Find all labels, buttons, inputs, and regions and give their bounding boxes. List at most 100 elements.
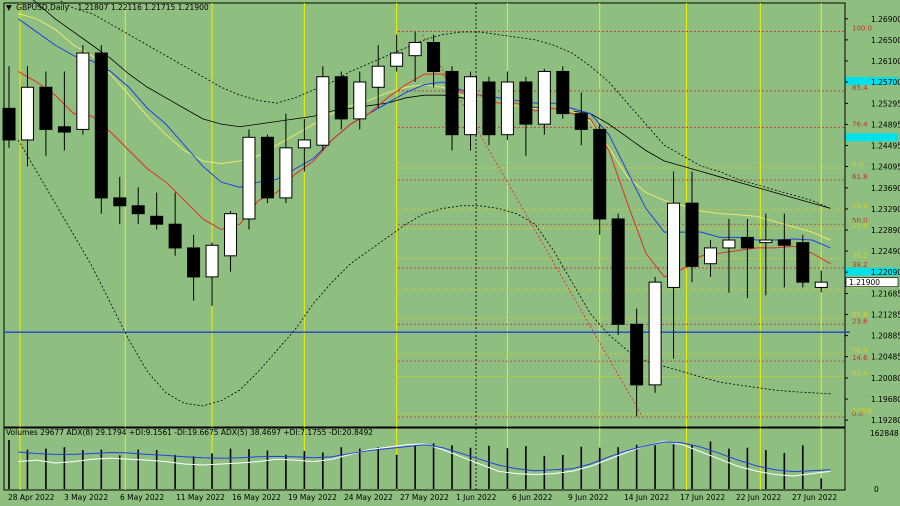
y-tick-label: 1.22490 (871, 247, 900, 256)
candle-body (593, 128, 607, 220)
current-price-label: 1.21900 (849, 278, 880, 287)
indicator-pane (3, 427, 846, 491)
candle-body (648, 281, 662, 386)
price-pane-frame (3, 2, 846, 428)
candle (187, 234, 201, 301)
y-tick-label: 1.24495 (871, 141, 900, 150)
candle-body (611, 218, 625, 325)
candle-body (57, 126, 71, 133)
candle-body (242, 136, 256, 220)
candle (482, 76, 496, 146)
candle-body (353, 81, 367, 120)
candle-body (814, 281, 828, 288)
candle-body (667, 202, 681, 288)
candle-body (703, 247, 717, 265)
x-tick-label: 9 Jun 2022 (568, 493, 609, 502)
y-tick-label: 1.25295 (871, 99, 900, 108)
fib-level-label: 76.4 (852, 120, 868, 128)
x-tick-label: 11 May 2022 (176, 493, 225, 502)
candle (168, 192, 182, 256)
indicator-pane-frame (3, 427, 846, 491)
candle (500, 71, 514, 140)
fib-level-label: 85.4 (852, 84, 868, 92)
price-pane: 100.085.476.461.850.038.223.614.60.00.01… (2, 0, 900, 428)
x-tick-label: 14 Jun 2022 (624, 493, 669, 502)
candle (316, 66, 330, 151)
candle-body (408, 42, 422, 57)
indicator-max-label: 162848 (870, 429, 899, 438)
y-tick-label: 1.19680 (871, 395, 900, 404)
fib-level-label: 14.6 (852, 354, 868, 362)
candle-body (316, 76, 330, 146)
candle-body (168, 223, 182, 249)
y-tick-label: 1.24895 (871, 120, 900, 129)
candle (353, 71, 367, 130)
price-marker (846, 267, 898, 276)
symbol-label: GBPUSD,Daily (16, 3, 69, 12)
fib-level-label: 50.0 (852, 217, 868, 225)
candle (703, 240, 717, 277)
fib-level-label: 76.4 (852, 347, 868, 355)
y-tick-label: 1.20080 (871, 374, 900, 383)
candle (593, 124, 607, 235)
candle (427, 34, 441, 88)
candle (630, 308, 644, 417)
candle (722, 218, 736, 293)
candle-body (20, 86, 34, 141)
candle (574, 92, 588, 146)
fib-level-label: 100.0 (852, 24, 872, 32)
candle-body (297, 139, 311, 149)
candle-body (224, 213, 238, 257)
fib-level-label: 85.4 (852, 369, 868, 377)
candle (390, 34, 404, 72)
candle-body (537, 70, 551, 125)
candle (759, 213, 773, 296)
x-tick-label: 28 Apr 2022 (8, 493, 55, 502)
candle (279, 113, 293, 204)
candle-body (427, 42, 441, 72)
x-tick-label: 24 May 2022 (344, 493, 393, 502)
candle (76, 45, 90, 135)
candle (611, 213, 625, 335)
price-marker (846, 133, 898, 142)
adx-blue-line (18, 441, 831, 473)
x-tick-label: 19 May 2022 (288, 493, 337, 502)
candle (113, 176, 127, 225)
candle (20, 66, 34, 167)
candle-body (371, 65, 385, 88)
candle (131, 187, 145, 225)
candle-body (205, 244, 219, 278)
candle (94, 45, 108, 214)
y-tick-label: 1.20885 (871, 332, 900, 341)
x-tick-label: 22 Jun 2022 (736, 493, 781, 502)
candle-body (630, 323, 644, 386)
candle (777, 213, 791, 288)
candle-body (2, 107, 16, 141)
candle (445, 66, 459, 151)
candle-body (464, 76, 477, 136)
x-tick-label: 3 May 2022 (64, 493, 108, 502)
candle (464, 71, 477, 151)
fib-level-label: 38.2 (852, 251, 868, 259)
candle-body (685, 202, 699, 267)
candle-body (150, 215, 164, 225)
candle-body (796, 242, 810, 283)
candle (667, 171, 681, 359)
candle (2, 66, 16, 148)
candle-body (445, 70, 459, 136)
x-tick-label: 27 Jun 2022 (792, 493, 837, 502)
candle (537, 68, 551, 135)
candle-body (113, 197, 127, 207)
candle-body (334, 76, 348, 120)
y-tick-label: 1.25700 (871, 78, 900, 87)
x-tick-label: 27 May 2022 (400, 493, 449, 502)
y-tick-label: 1.19280 (871, 416, 900, 425)
trend-line (422, 34, 643, 417)
y-tick-label: 1.21285 (871, 311, 900, 320)
fib-level-label: 14.6 (852, 202, 868, 210)
dropdown-triangle-icon: ▼ (6, 3, 12, 12)
y-tick-label: 1.24095 (871, 163, 900, 172)
candle-body (777, 239, 791, 246)
candle (39, 71, 53, 156)
